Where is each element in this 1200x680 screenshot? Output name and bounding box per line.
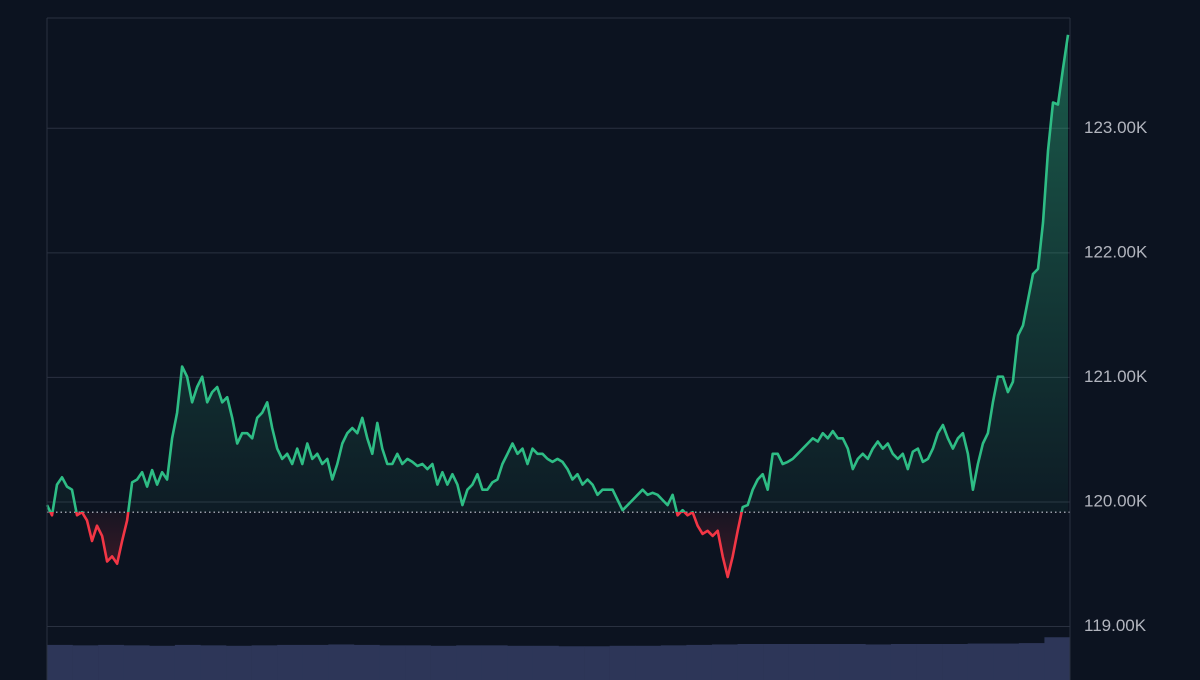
volume-bar (149, 645, 176, 680)
volume-bar (379, 645, 406, 680)
volume-bar (609, 645, 636, 680)
volume-bar (430, 645, 457, 680)
y-tick-label: 119.00K (1084, 616, 1147, 635)
price-line (45, 34, 1070, 579)
y-tick-label: 123.00K (1084, 118, 1148, 137)
volume-bar (839, 644, 866, 680)
volume-bar (788, 644, 815, 680)
volume-bar (814, 644, 841, 680)
volume-bar (481, 645, 508, 680)
volume-bar (98, 644, 125, 680)
volume-bar (251, 645, 278, 680)
volume-bar (328, 644, 355, 680)
volume-bar (353, 644, 380, 680)
volume-bar (890, 644, 917, 680)
volume-bar (865, 644, 892, 680)
volume-bar (302, 644, 329, 680)
volume-bar (226, 645, 252, 680)
volume-bar (737, 644, 764, 680)
volume-bar (711, 644, 738, 680)
volume-bar (967, 643, 994, 680)
area-fill (47, 34, 1068, 578)
volume-bar (660, 645, 687, 680)
volume-bar (47, 644, 73, 680)
volume-bar (507, 645, 534, 680)
volume-bar (763, 644, 789, 680)
y-tick-label: 121.00K (1084, 367, 1148, 386)
y-tick-label: 120.00K (1084, 491, 1148, 510)
volume-bar (405, 645, 431, 680)
volume-bar (993, 643, 1020, 680)
volume-bar (174, 644, 201, 680)
volume-bar (635, 645, 662, 680)
volume-bar (942, 644, 968, 680)
volume-bar (584, 646, 610, 680)
volume-bar (532, 645, 559, 680)
volume-bar (72, 645, 99, 680)
volume-bar (1044, 637, 1071, 680)
volume-bar (916, 644, 943, 680)
volume-bar (558, 646, 585, 680)
volume-bar (456, 645, 483, 680)
volume-bar (686, 644, 713, 680)
volume-bar (200, 645, 227, 680)
y-tick-label: 122.00K (1084, 242, 1148, 261)
volume-bar (123, 645, 150, 680)
volume-bar (277, 644, 304, 680)
volume-bar (1018, 643, 1045, 680)
